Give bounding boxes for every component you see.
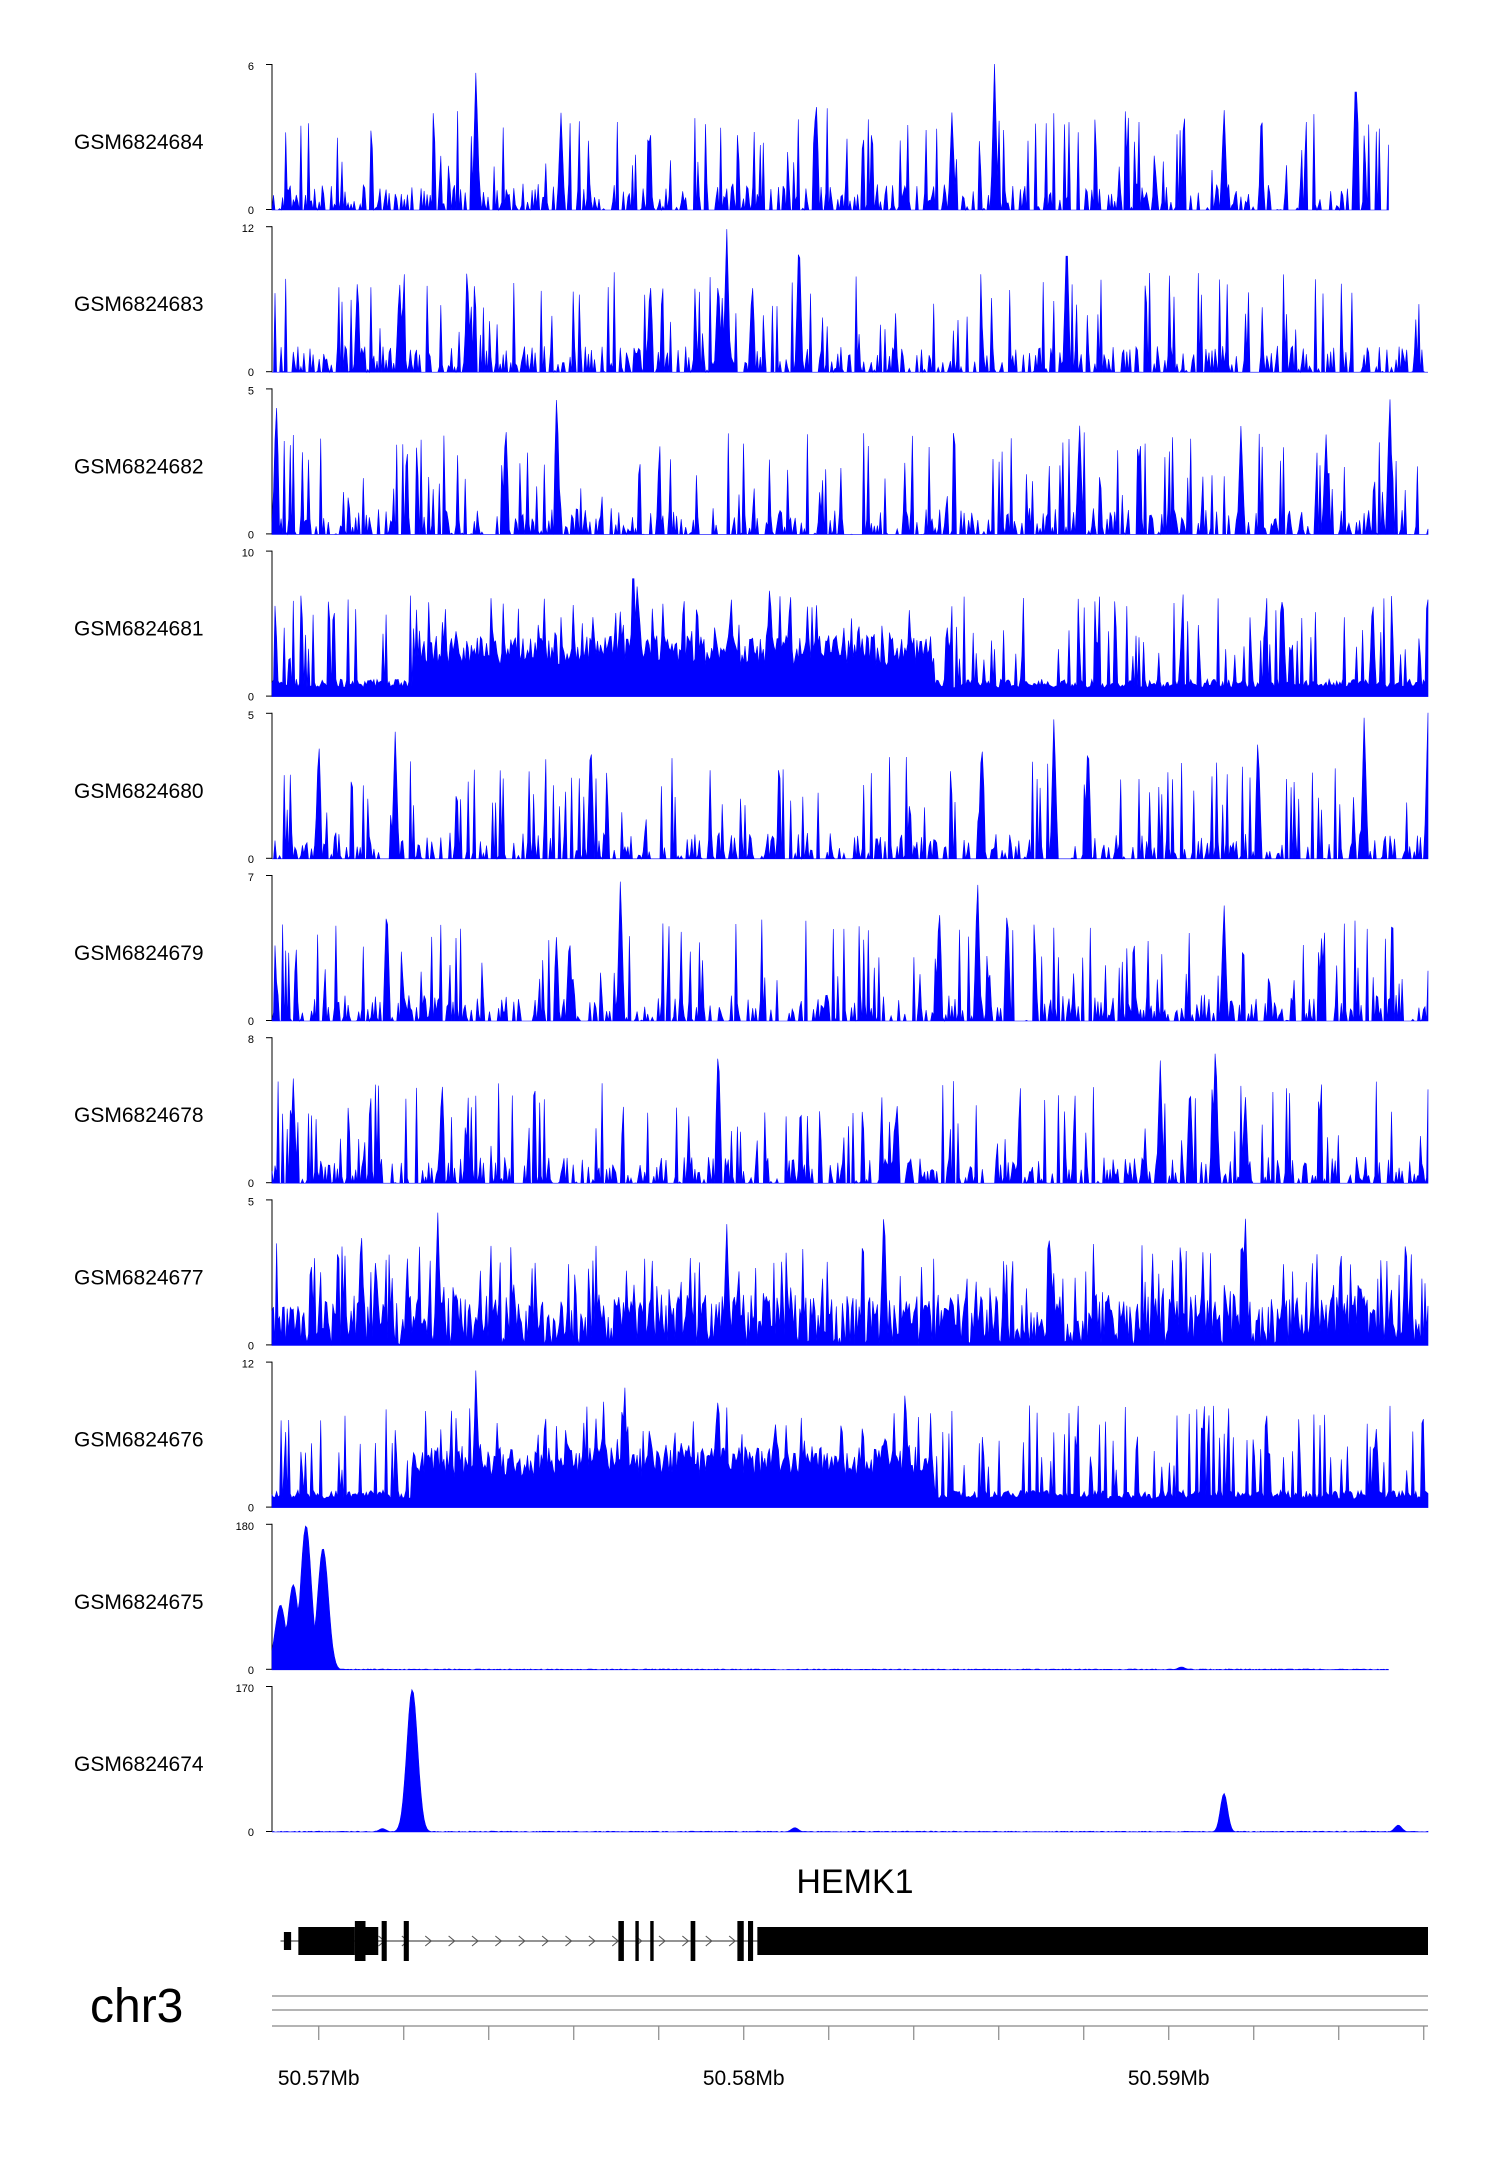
y-tick-max-label: 8 (248, 1034, 254, 1046)
y-tick-max-label: 6 (248, 61, 254, 73)
exon-block (403, 1921, 409, 1961)
strand-arrow (728, 1935, 736, 1947)
track-name-label: GSM6824674 (74, 1753, 204, 1776)
strand-arrow (658, 1935, 666, 1947)
track-GSM6824680: GSM6824680 5 0 (74, 710, 1429, 866)
strand-arrow (541, 1935, 549, 1947)
coverage-area (271, 1370, 1429, 1508)
exon-block (650, 1921, 654, 1961)
strand-arrow (565, 1935, 573, 1947)
y-tick-min-label: 0 (248, 1340, 254, 1352)
coverage-area (271, 1212, 1429, 1346)
track-name-label: GSM6824676 (74, 1429, 204, 1452)
track-name-label: GSM6824680 (74, 780, 204, 803)
coverage-area (271, 63, 1389, 212)
track-GSM6824675: GSM6824675 180 0 (74, 1521, 1389, 1677)
y-tick-min-label: 0 (248, 1178, 254, 1190)
gene-annotation-track: HEMK1 (280, 1863, 1428, 1961)
coverage-area (271, 881, 1429, 1023)
exon-block (298, 1927, 355, 1955)
y-tick-min-label: 0 (248, 1016, 254, 1028)
exon-block (381, 1921, 387, 1961)
track-GSM6824674: GSM6824674 170 0 (74, 1683, 1429, 1839)
exon-block (354, 1921, 366, 1961)
track-GSM6824682: GSM6824682 5 0 (74, 385, 1429, 541)
y-tick-max-label: 180 (236, 1521, 254, 1533)
track-name-label: GSM6824679 (74, 942, 204, 965)
coverage-area (271, 1053, 1429, 1185)
strand-arrow (518, 1935, 526, 1947)
strand-arrow (424, 1935, 433, 1947)
track-GSM6824677: GSM6824677 5 0 (74, 1196, 1429, 1352)
strand-arrow (495, 1935, 503, 1947)
x-tick-label: 50.58Mb (703, 2067, 785, 2090)
track-GSM6824678: GSM6824678 8 0 (74, 1034, 1429, 1190)
track-GSM6824679: GSM6824679 7 0 (74, 872, 1429, 1028)
track-name-label: GSM6824678 (74, 1104, 204, 1127)
y-tick-min-label: 0 (248, 854, 254, 866)
track-GSM6824676: GSM6824676 12 0 (74, 1359, 1429, 1515)
track-name-label: GSM6824675 (74, 1591, 204, 1614)
y-tick-min-label: 0 (248, 692, 254, 704)
gene-model (280, 1921, 1428, 1961)
genome-axis: chr3 50.57Mb 50.58Mb 50.59Mb (90, 1980, 1428, 2090)
strand-arrow (448, 1935, 456, 1947)
y-tick-max-label: 7 (248, 872, 254, 884)
y-tick-max-label: 5 (248, 710, 254, 722)
track-name-label: GSM6824683 (74, 293, 204, 316)
y-tick-max-label: 5 (248, 385, 254, 397)
coverage-area (271, 1525, 1389, 1671)
y-tick-max-label: 12 (242, 223, 254, 235)
coverage-area (271, 1688, 1429, 1833)
exon-block (283, 1932, 292, 1950)
track-name-label: GSM6824681 (74, 618, 204, 641)
x-tick-label: 50.57Mb (278, 2067, 360, 2090)
coverage-tracks: GSM682468460GSM6824683120GSM682468250GSM… (74, 61, 1429, 1839)
y-tick-max-label: 12 (242, 1359, 254, 1371)
strand-arrow (611, 1935, 620, 1947)
coverage-area (271, 578, 1429, 697)
chromosome-label: chr3 (90, 1980, 183, 2033)
exon-block (748, 1921, 754, 1961)
exon-block (757, 1927, 1428, 1955)
y-tick-min-label: 0 (248, 205, 254, 217)
exon-block (365, 1927, 379, 1955)
track-GSM6824683: GSM6824683 12 0 (74, 223, 1428, 379)
coverage-area (271, 399, 1429, 536)
y-tick-min-label: 0 (248, 1827, 254, 1839)
track-name-label: GSM6824684 (74, 131, 204, 154)
strand-arrow (471, 1935, 479, 1947)
exon-block (737, 1921, 744, 1961)
y-tick-min-label: 0 (248, 1503, 254, 1515)
strand-arrow (588, 1935, 596, 1947)
y-tick-min-label: 0 (248, 1665, 254, 1677)
exon-block (618, 1921, 624, 1961)
exon-block (635, 1921, 639, 1961)
coverage-area (272, 712, 1429, 860)
gene-label: HEMK1 (796, 1863, 913, 1901)
y-tick-min-label: 0 (248, 529, 254, 541)
exon-block (690, 1921, 696, 1961)
track-GSM6824684: GSM6824684 6 0 (74, 61, 1389, 217)
y-tick-max-label: 170 (236, 1683, 254, 1695)
track-name-label: GSM6824677 (74, 1266, 204, 1289)
y-tick-max-label: 5 (248, 1196, 254, 1208)
track-GSM6824681: GSM6824681 10 0 (74, 548, 1429, 704)
y-tick-min-label: 0 (248, 367, 254, 379)
strand-arrow (705, 1935, 713, 1947)
track-name-label: GSM6824682 (74, 455, 204, 478)
y-tick-max-label: 10 (242, 548, 254, 560)
coverage-area (272, 229, 1428, 374)
x-tick-label: 50.59Mb (1128, 2067, 1210, 2090)
strand-arrow (682, 1935, 690, 1947)
